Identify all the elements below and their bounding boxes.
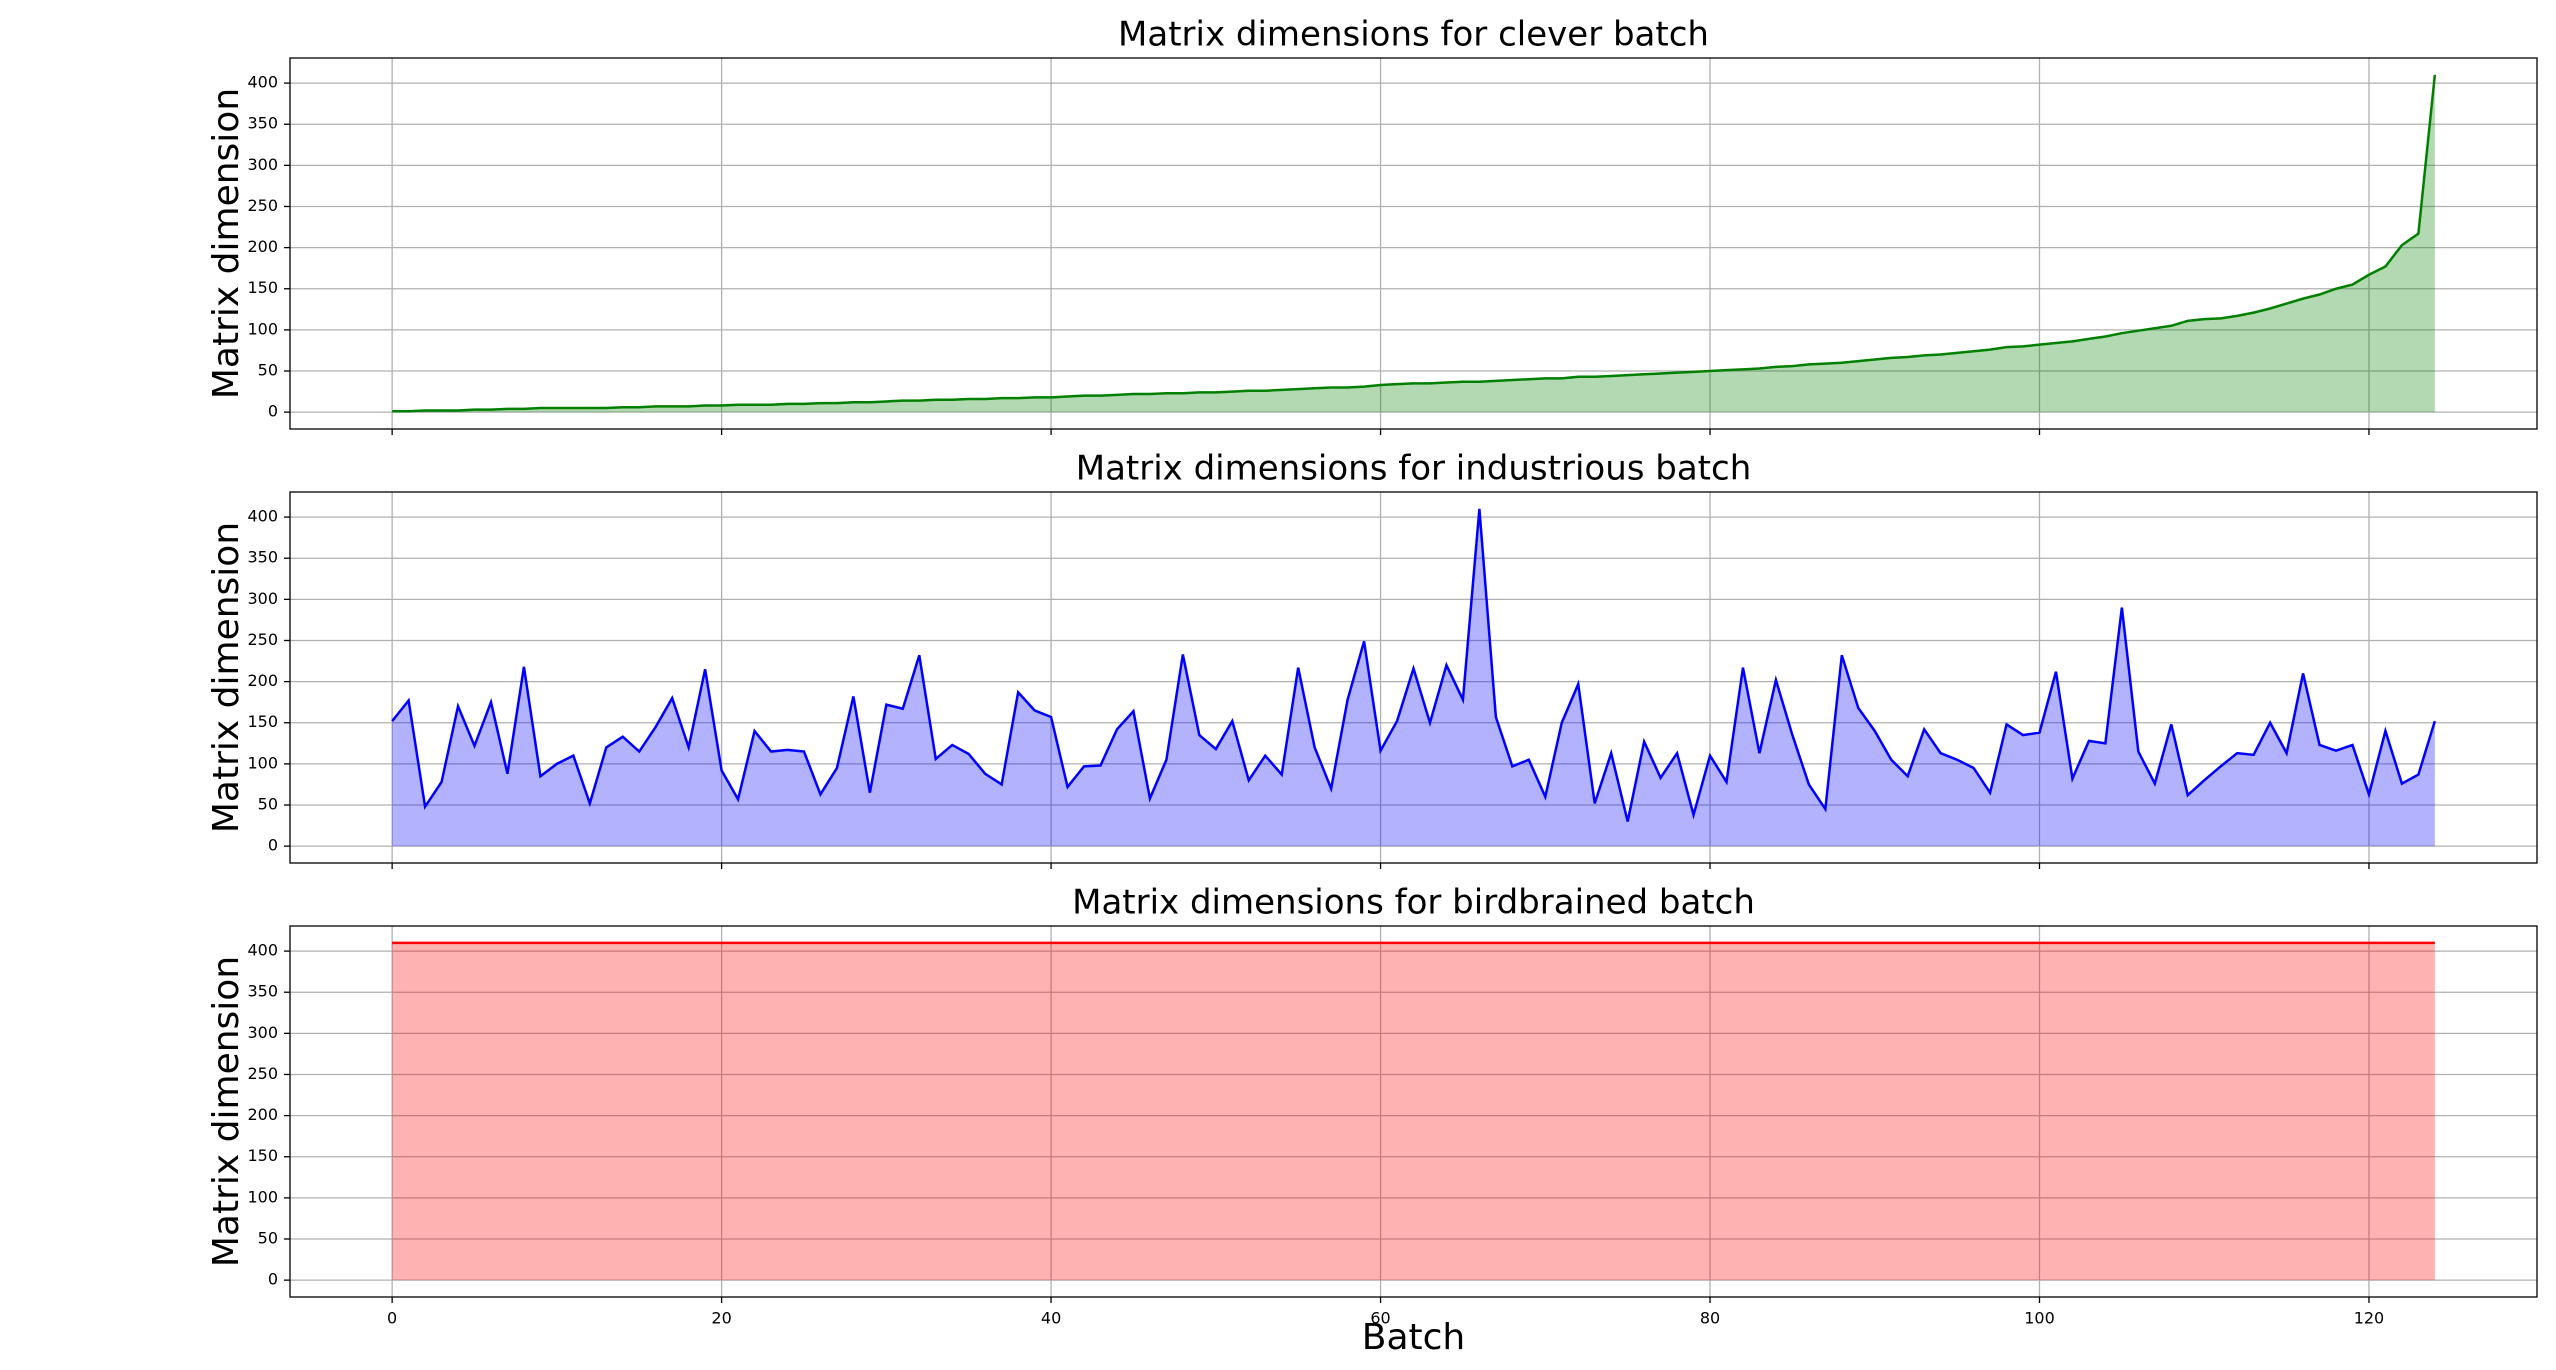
y-tick-label: 0 <box>268 1270 278 1289</box>
y-tick-label: 100 <box>247 319 278 338</box>
y-axis-label: Matrix dimension <box>206 88 247 399</box>
y-tick-label: 0 <box>268 836 278 855</box>
y-tick-label: 0 <box>268 402 278 421</box>
subplot-title: Matrix dimensions for clever batch <box>1118 15 1709 55</box>
y-tick-label: 250 <box>247 630 278 649</box>
y-tick-label: 300 <box>247 589 278 608</box>
y-tick-label: 150 <box>247 1146 278 1165</box>
area-fill <box>392 508 2435 847</box>
x-tick-label: 0 <box>387 1309 397 1328</box>
axes-frame <box>289 57 2538 430</box>
y-axis-label: Matrix dimension <box>206 522 247 833</box>
y-tick-label: 200 <box>247 1105 278 1124</box>
y-tick-label: 400 <box>247 941 278 960</box>
y-tick-label: 400 <box>247 73 278 92</box>
y-tick-label: 200 <box>247 671 278 690</box>
y-tick-label: 350 <box>247 114 278 133</box>
x-tick-label: 120 <box>2354 1309 2385 1328</box>
y-tick-label: 150 <box>247 712 278 731</box>
y-tick-label: 300 <box>247 155 278 174</box>
line <box>392 74 2437 413</box>
y-tick-label: 300 <box>247 1023 278 1042</box>
x-axis-label: Batch <box>1362 1317 1465 1358</box>
line <box>391 508 2437 822</box>
y-tick-label: 350 <box>247 982 278 1001</box>
y-tick-label: 100 <box>247 753 278 772</box>
y-tick-label: 350 <box>247 548 278 567</box>
y-tick-label: 400 <box>247 507 278 526</box>
y-tick-label: 50 <box>258 361 278 380</box>
y-tick-label: 50 <box>258 795 278 814</box>
x-tick-label: 100 <box>2024 1309 2055 1328</box>
y-tick-label: 150 <box>247 278 278 297</box>
x-tick-label: 60 <box>1370 1309 1390 1328</box>
y-tick-label: 250 <box>247 196 278 215</box>
y-tick-label: 50 <box>258 1229 278 1248</box>
y-tick-label: 250 <box>247 1064 278 1083</box>
y-axis-label: Matrix dimension <box>206 956 247 1267</box>
x-tick-label: 40 <box>1041 1309 1061 1328</box>
y-tick-label: 100 <box>247 1187 278 1206</box>
y-tick-label: 200 <box>247 237 278 256</box>
axes-frame <box>289 491 2538 864</box>
subplot-title: Matrix dimensions for industrious batch <box>1076 449 1752 489</box>
area-fill <box>392 74 2435 413</box>
subplot-title: Matrix dimensions for birdbrained batch <box>1072 883 1755 923</box>
x-tick-label: 80 <box>1700 1309 1720 1328</box>
area-fill <box>392 942 2435 1281</box>
x-tick-label: 20 <box>711 1309 731 1328</box>
axes-frame <box>289 925 2538 1298</box>
